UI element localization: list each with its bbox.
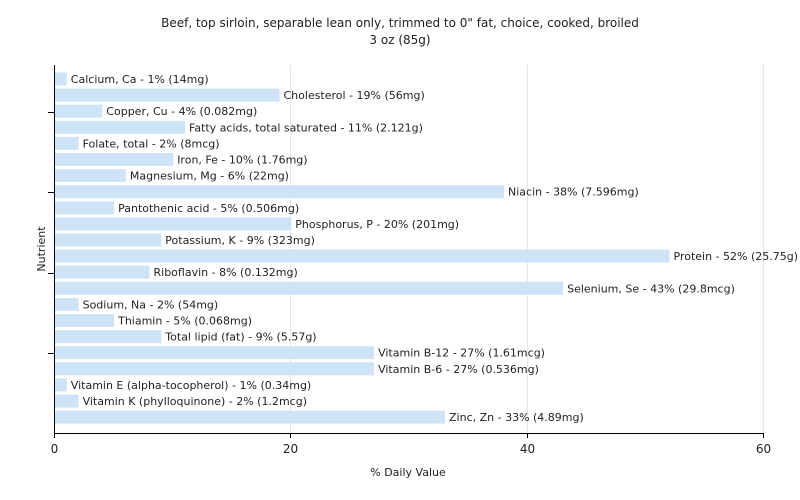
chart-title: Beef, top sirloin, separable lean only, … — [161, 16, 639, 30]
bar — [55, 346, 375, 360]
bar — [55, 120, 185, 134]
bar — [55, 233, 162, 247]
bar — [55, 72, 67, 86]
bar-value-label: Vitamin K (phylloquinone) - 2% (1.2mcg) — [83, 395, 307, 408]
bar-value-label: Magnesium, Mg - 6% (22mg) — [130, 170, 289, 183]
x-tick-label: 40 — [520, 442, 535, 456]
x-tick-label: 0 — [51, 442, 59, 456]
bar — [55, 297, 79, 311]
bar — [55, 201, 115, 215]
bar — [55, 410, 445, 424]
x-ticks: 0 20 40 60 — [48, 112, 771, 456]
axes — [54, 65, 763, 434]
bar-value-label: Thiamin - 5% (0.068mg) — [117, 315, 252, 328]
bar — [55, 362, 375, 376]
bar — [55, 153, 174, 166]
x-tick-label: 20 — [283, 442, 298, 456]
bar-value-label: Vitamin B-12 - 27% (1.61mcg) — [378, 347, 545, 360]
bar — [55, 314, 115, 327]
bar-value-label: Selenium, Se - 43% (29.8mcg) — [567, 282, 735, 295]
bar — [55, 169, 126, 183]
bar — [55, 88, 280, 102]
bar-value-label: Vitamin E (alpha-tocopherol) - 1% (0.34m… — [71, 379, 311, 392]
bar-value-label: Potassium, K - 9% (323mg) — [165, 234, 315, 247]
bars: Calcium, Ca - 1% (14mg) Cholesterol - 19%… — [55, 72, 799, 424]
bar-value-label: Niacin - 38% (7.596mg) — [508, 186, 639, 199]
bar — [55, 249, 670, 263]
x-tick-label: 60 — [756, 442, 771, 456]
bar-value-label: Copper, Cu - 4% (0.082mg) — [106, 105, 257, 118]
bar — [55, 104, 103, 118]
bar-value-label: Iron, Fe - 10% (1.76mg) — [177, 154, 307, 167]
bar-value-label: Total lipid (fat) - 9% (5.57g) — [164, 331, 316, 344]
bar — [55, 330, 162, 344]
bar-value-label: Cholesterol - 19% (56mg) — [284, 89, 425, 102]
x-axis-title: % Daily Value — [370, 466, 446, 479]
bar-value-label: Phosphorus, P - 20% (201mg) — [295, 218, 459, 231]
bar-value-label: Riboflavin - 8% (0.132mg) — [154, 266, 298, 279]
bar-value-label: Protein - 52% (25.75g) — [674, 250, 799, 263]
bar — [55, 394, 79, 408]
bar-value-label: Zinc, Zn - 33% (4.89mg) — [449, 411, 584, 424]
bar-value-label: Fatty acids, total saturated - 11% (2.12… — [189, 121, 423, 134]
bar-value-label: Calcium, Ca - 1% (14mg) — [71, 73, 209, 86]
bar — [55, 185, 504, 199]
bar-value-label: Sodium, Na - 2% (54mg) — [83, 298, 219, 311]
bar-value-label: Pantothenic acid - 5% (0.506mg) — [118, 202, 299, 215]
bar — [55, 217, 292, 231]
bar-value-label: Vitamin B-6 - 27% (0.536mg) — [378, 363, 539, 376]
bar-value-label: Folate, total - 2% (8mcg) — [83, 137, 220, 150]
bar — [55, 136, 79, 150]
bar — [55, 378, 67, 392]
bar — [55, 281, 564, 295]
y-axis-title: Nutrient — [35, 226, 48, 272]
chart-subtitle: 3 oz (85g) — [369, 33, 430, 47]
gridlines — [290, 65, 764, 433]
bar — [55, 265, 150, 279]
